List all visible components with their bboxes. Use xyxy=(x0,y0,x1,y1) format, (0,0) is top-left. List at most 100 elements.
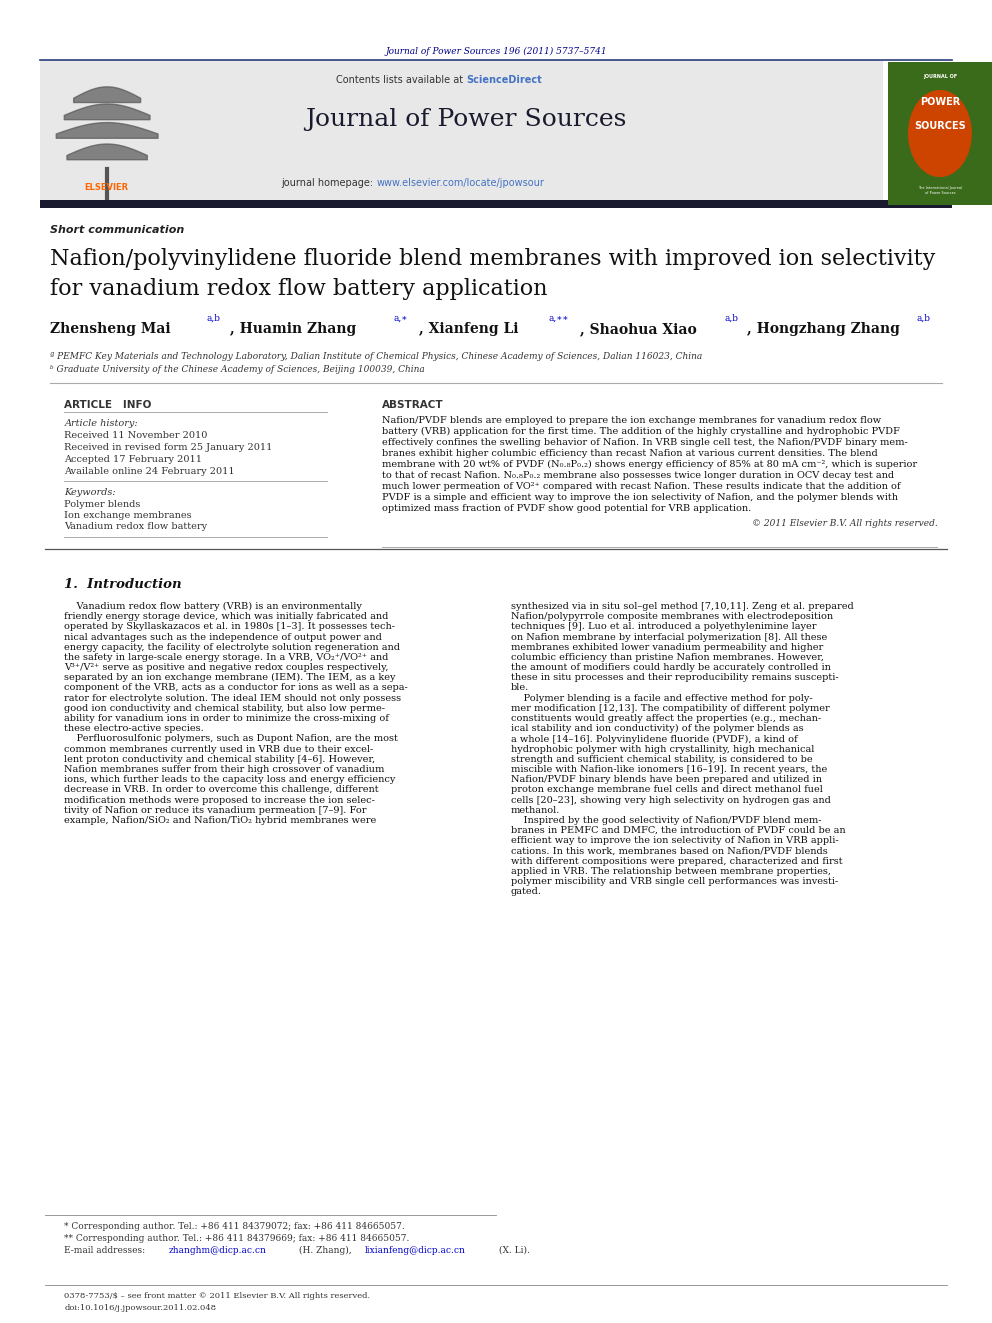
Text: ability for vanadium ions in order to minimize the cross-mixing of: ability for vanadium ions in order to mi… xyxy=(64,714,389,724)
Text: Perfluorosulfonic polymers, such as Dupont Nafion, are the most: Perfluorosulfonic polymers, such as Dupo… xyxy=(64,734,399,744)
Text: doi:10.1016/j.jpowsour.2011.02.048: doi:10.1016/j.jpowsour.2011.02.048 xyxy=(64,1304,216,1312)
Text: Keywords:: Keywords: xyxy=(64,488,116,497)
Text: E-mail addresses:: E-mail addresses: xyxy=(64,1246,149,1256)
Text: membranes exhibited lower vanadium permeability and higher: membranes exhibited lower vanadium perme… xyxy=(511,643,823,652)
Text: ** Corresponding author. Tel.: +86 411 84379669; fax: +86 411 84665057.: ** Corresponding author. Tel.: +86 411 8… xyxy=(64,1234,410,1244)
Text: ions, which further leads to the capacity loss and energy efficiency: ions, which further leads to the capacit… xyxy=(64,775,396,785)
Text: lent proton conductivity and chemical stability [4–6]. However,: lent proton conductivity and chemical st… xyxy=(64,755,376,763)
Text: nical advantages such as the independence of output power and: nical advantages such as the independenc… xyxy=(64,632,382,642)
Text: ELSEVIER: ELSEVIER xyxy=(84,184,129,192)
Text: polymer miscibility and VRB single cell performances was investi-: polymer miscibility and VRB single cell … xyxy=(511,877,838,886)
Text: these electro-active species.: these electro-active species. xyxy=(64,724,204,733)
Text: modification methods were proposed to increase the ion selec-: modification methods were proposed to in… xyxy=(64,795,375,804)
Text: 0378-7753/$ – see front matter © 2011 Elsevier B.V. All rights reserved.: 0378-7753/$ – see front matter © 2011 El… xyxy=(64,1293,371,1301)
Text: the amount of modifiers could hardly be accurately controlled in: the amount of modifiers could hardly be … xyxy=(511,663,830,672)
Text: a,b: a,b xyxy=(206,314,220,323)
Text: component of the VRB, acts as a conductor for ions as well as a sepa-: component of the VRB, acts as a conducto… xyxy=(64,684,409,692)
Text: The International Journal
of Power Sources: The International Journal of Power Sourc… xyxy=(918,187,962,194)
Text: columbic efficiency than pristine Nafion membranes. However,: columbic efficiency than pristine Nafion… xyxy=(511,654,823,662)
Text: proton exchange membrane fuel cells and direct methanol fuel: proton exchange membrane fuel cells and … xyxy=(511,786,822,794)
Text: (H. Zhang),: (H. Zhang), xyxy=(296,1246,354,1256)
Text: zhanghm@dicp.ac.cn: zhanghm@dicp.ac.cn xyxy=(169,1246,267,1256)
Text: Journal of Power Sources: Journal of Power Sources xyxy=(306,108,627,131)
Text: ScienceDirect: ScienceDirect xyxy=(466,75,542,85)
Text: cations. In this work, membranes based on Nafion/PVDF blends: cations. In this work, membranes based o… xyxy=(511,847,827,856)
Text: Contents lists available at: Contents lists available at xyxy=(336,75,466,85)
Text: applied in VRB. The relationship between membrane properties,: applied in VRB. The relationship between… xyxy=(511,867,831,876)
Text: Zhensheng Mai: Zhensheng Mai xyxy=(50,321,171,336)
Bar xyxy=(40,60,883,205)
Text: (X. Li).: (X. Li). xyxy=(496,1246,530,1256)
Text: energy capacity, the facility of electrolyte solution regeneration and: energy capacity, the facility of electro… xyxy=(64,643,401,652)
Text: , Huamin Zhang: , Huamin Zhang xyxy=(230,321,356,336)
Text: mer modification [12,13]. The compatibility of different polymer: mer modification [12,13]. The compatibil… xyxy=(511,704,829,713)
Text: friendly energy storage device, which was initially fabricated and: friendly energy storage device, which wa… xyxy=(64,613,389,622)
Text: ble.: ble. xyxy=(511,684,529,692)
Text: much lower permeation of VO²⁺ compared with recast Nafion. These results indicat: much lower permeation of VO²⁺ compared w… xyxy=(382,482,901,491)
Text: decrease in VRB. In order to overcome this challenge, different: decrease in VRB. In order to overcome th… xyxy=(64,786,379,794)
Text: lixianfeng@dicp.ac.cn: lixianfeng@dicp.ac.cn xyxy=(365,1246,466,1256)
Text: www.elsevier.com/locate/jpowsour: www.elsevier.com/locate/jpowsour xyxy=(377,179,545,188)
Text: journal homepage:: journal homepage: xyxy=(282,179,377,188)
Text: effectively confines the swelling behavior of Nafion. In VRB single cell test, t: effectively confines the swelling behavi… xyxy=(382,438,908,447)
Text: a,∗∗: a,∗∗ xyxy=(549,314,569,323)
Text: with different compositions were prepared, characterized and first: with different compositions were prepare… xyxy=(511,857,842,865)
Text: Vanadium redox flow battery (VRB) is an environmentally: Vanadium redox flow battery (VRB) is an … xyxy=(64,602,362,611)
Text: optimized mass fraction of PVDF show good potential for VRB application.: optimized mass fraction of PVDF show goo… xyxy=(382,504,751,513)
Text: methanol.: methanol. xyxy=(511,806,560,815)
Text: a whole [14–16]. Polyvinylidene fluoride (PVDF), a kind of: a whole [14–16]. Polyvinylidene fluoride… xyxy=(511,734,798,744)
Text: , Hongzhang Zhang: , Hongzhang Zhang xyxy=(747,321,900,336)
Text: the safety in large-scale energy storage. In a VRB, VO₂⁺/VO²⁺ and: the safety in large-scale energy storage… xyxy=(64,654,389,662)
Text: ical stability and ion conductivity) of the polymer blends as: ical stability and ion conductivity) of … xyxy=(511,724,804,733)
Text: PVDF is a simple and efficient way to improve the ion selectivity of Nafion, and: PVDF is a simple and efficient way to im… xyxy=(382,493,898,501)
Text: V³⁺/V²⁺ serve as positive and negative redox couples respectively,: V³⁺/V²⁺ serve as positive and negative r… xyxy=(64,663,389,672)
Text: branes in PEMFC and DMFC, the introduction of PVDF could be an: branes in PEMFC and DMFC, the introducti… xyxy=(511,826,845,835)
Text: techniques [9]. Luo et al. introduced a polyethylenimine layer: techniques [9]. Luo et al. introduced a … xyxy=(511,622,816,631)
Text: Article history:: Article history: xyxy=(64,419,138,429)
Text: JOURNAL OF: JOURNAL OF xyxy=(923,74,957,79)
Text: POWER: POWER xyxy=(920,97,960,107)
Text: branes exhibit higher columbic efficiency than recast Nafion at various current : branes exhibit higher columbic efficienc… xyxy=(382,448,878,458)
Text: Nafion/PVDF binary blends have been prepared and utilized in: Nafion/PVDF binary blends have been prep… xyxy=(511,775,822,785)
Text: * Corresponding author. Tel.: +86 411 84379072; fax: +86 411 84665057.: * Corresponding author. Tel.: +86 411 84… xyxy=(64,1222,405,1230)
Text: strength and sufficient chemical stability, is considered to be: strength and sufficient chemical stabili… xyxy=(511,755,812,763)
Text: miscible with Nafion-like ionomers [16–19]. In recent years, the: miscible with Nafion-like ionomers [16–1… xyxy=(511,765,827,774)
Text: Available online 24 February 2011: Available online 24 February 2011 xyxy=(64,467,235,476)
Text: Vanadium redox flow battery: Vanadium redox flow battery xyxy=(64,523,207,531)
Text: example, Nafion/SiO₂ and Nafion/TiO₂ hybrid membranes were: example, Nafion/SiO₂ and Nafion/TiO₂ hyb… xyxy=(64,816,377,826)
Text: hydrophobic polymer with high crystallinity, high mechanical: hydrophobic polymer with high crystallin… xyxy=(511,745,814,754)
Text: Accepted 17 February 2011: Accepted 17 February 2011 xyxy=(64,455,202,464)
Text: ABSTRACT: ABSTRACT xyxy=(382,400,443,410)
Text: Nafion/PVDF blends are employed to prepare the ion exchange membranes for vanadi: Nafion/PVDF blends are employed to prepa… xyxy=(382,415,881,425)
Text: Nafion/polyvinylidene fluoride blend membranes with improved ion selectivity: Nafion/polyvinylidene fluoride blend mem… xyxy=(50,247,935,270)
Text: tivity of Nafion or reduce its vanadium permeation [7–9]. For: tivity of Nafion or reduce its vanadium … xyxy=(64,806,367,815)
Text: membrane with 20 wt% of PVDF (N₀.₈P₀.₂) shows energy efficiency of 85% at 80 mA : membrane with 20 wt% of PVDF (N₀.₈P₀.₂) … xyxy=(382,460,917,470)
Text: good ion conductivity and chemical stability, but also low perme-: good ion conductivity and chemical stabi… xyxy=(64,704,386,713)
Text: Nafion membranes suffer from their high crossover of vanadium: Nafion membranes suffer from their high … xyxy=(64,765,385,774)
Text: a,b: a,b xyxy=(917,314,930,323)
Text: Ion exchange membranes: Ion exchange membranes xyxy=(64,511,192,520)
Text: constituents would greatly affect the properties (e.g., mechan-: constituents would greatly affect the pr… xyxy=(511,714,821,724)
Text: ARTICLE   INFO: ARTICLE INFO xyxy=(64,400,152,410)
Text: cells [20–23], showing very high selectivity on hydrogen gas and: cells [20–23], showing very high selecti… xyxy=(511,795,830,804)
Text: to that of recast Nafion. N₀.₈P₀.₂ membrane also possesses twice longer duration: to that of recast Nafion. N₀.₈P₀.₂ membr… xyxy=(382,471,894,480)
Text: Journal of Power Sources 196 (2011) 5737–5741: Journal of Power Sources 196 (2011) 5737… xyxy=(385,48,607,56)
Text: Polymer blends: Polymer blends xyxy=(64,500,141,509)
Text: battery (VRB) application for the first time. The addition of the highly crystal: battery (VRB) application for the first … xyxy=(382,427,900,437)
Bar xyxy=(40,200,952,208)
Text: Received in revised form 25 January 2011: Received in revised form 25 January 2011 xyxy=(64,443,273,452)
Text: ª PEMFC Key Materials and Technology Laboratory, Dalian Institute of Chemical Ph: ª PEMFC Key Materials and Technology Lab… xyxy=(50,352,702,361)
Circle shape xyxy=(909,90,971,176)
Text: SOURCES: SOURCES xyxy=(914,122,966,131)
Text: ᵇ Graduate University of the Chinese Academy of Sciences, Beijing 100039, China: ᵇ Graduate University of the Chinese Aca… xyxy=(50,365,425,374)
Text: Polymer blending is a facile and effective method for poly-: Polymer blending is a facile and effecti… xyxy=(511,693,812,703)
Text: operated by Skyllaskazacos et al. in 1980s [1–3]. It possesses tech-: operated by Skyllaskazacos et al. in 198… xyxy=(64,622,396,631)
Text: synthesized via in situ sol–gel method [7,10,11]. Zeng et al. prepared: synthesized via in situ sol–gel method [… xyxy=(511,602,854,611)
Text: common membranes currently used in VRB due to their excel-: common membranes currently used in VRB d… xyxy=(64,745,374,754)
Text: Received 11 November 2010: Received 11 November 2010 xyxy=(64,431,208,441)
Text: 1.  Introduction: 1. Introduction xyxy=(64,578,183,591)
Text: for vanadium redox flow battery application: for vanadium redox flow battery applicat… xyxy=(50,278,548,300)
Text: on Nafion membrane by interfacial polymerization [8]. All these: on Nafion membrane by interfacial polyme… xyxy=(511,632,827,642)
Text: a,b: a,b xyxy=(724,314,738,323)
Text: efficient way to improve the ion selectivity of Nafion in VRB appli-: efficient way to improve the ion selecti… xyxy=(511,836,838,845)
